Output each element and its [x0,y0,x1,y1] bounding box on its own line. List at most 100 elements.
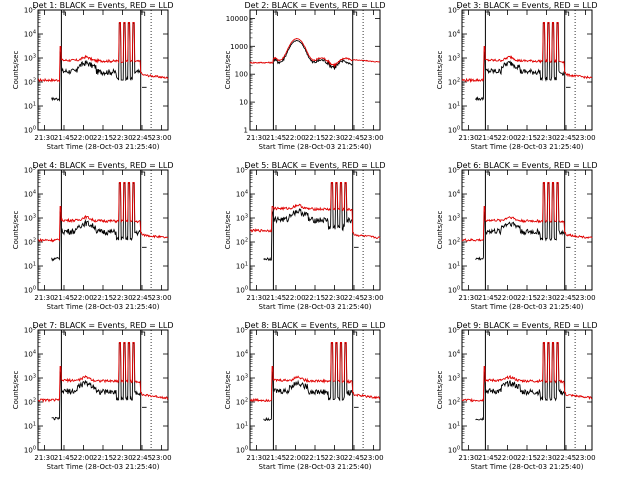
plot-frame [461,9,593,131]
x-tick-label: 21:45 [54,454,74,462]
x-tick-label: 22:00 [73,294,93,302]
series-lld-line [461,342,593,403]
y-tick-label: 101 [236,262,248,271]
y-tick-label: 102 [236,398,248,407]
x-tick-label: 23:00 [575,454,595,462]
panel-title: Det 2: BLACK = Events, RED = LLD [245,1,386,10]
x-tick-label: 21:45 [478,134,498,142]
x-tick-label: 21:45 [266,294,286,302]
panel-title: Det 4: BLACK = Events, RED = LLD [33,161,174,170]
y-tick-label: 102 [24,238,36,247]
series-lld-line [249,182,381,239]
y-tick-label: 105 [448,166,460,175]
x-tick-label: 21:45 [54,294,74,302]
detector-panel-2: Det 2: BLACK = Events, RED = LLD 1 10 100 10… [224,1,385,151]
x-axis-label: Start Time (28-Oct-03 21:25:40) [259,463,372,471]
interval-start-flag [485,331,490,336]
x-tick-label: 22:00 [73,454,93,462]
x-axis-label: Start Time (28-Oct-03 21:25:40) [471,143,584,151]
detector-panel-8: Det 8: BLACK = Events, RED = LLD 100 101 10… [224,321,385,471]
x-tick-label: 22:15 [93,454,113,462]
x-tick-label: 22:45 [344,134,364,142]
interval-start-flag [485,171,490,176]
x-axis-label: Start Time (28-Oct-03 21:25:40) [471,463,584,471]
x-tick-label: 21:45 [478,454,498,462]
x-axis-label: Start Time (28-Oct-03 21:25:40) [47,463,160,471]
x-tick-label: 22:30 [324,134,344,142]
x-tick-label: 21:45 [266,134,286,142]
y-tick-label: 101 [24,422,36,431]
x-tick-label: 21:30 [34,294,54,302]
y-axis-label: Counts/sec [224,51,232,90]
x-tick-label: 22:15 [517,454,537,462]
y-tick-label: 105 [448,326,460,335]
y-tick-label: 105 [236,326,248,335]
interval-start-flag [61,11,66,16]
y-tick-label: 10000 [226,15,248,23]
y-tick-label: 10 [239,99,248,107]
x-tick-label: 22:00 [73,134,93,142]
series-lld-line [37,342,169,403]
detector-panel-7: Det 7: BLACK = Events, RED = LLD 100 101 10… [12,321,173,471]
interval-start-flag [273,331,278,336]
y-tick-label: 100 [236,446,248,455]
panel-title: Det 1: BLACK = Events, RED = LLD [33,1,174,10]
series-lld-line [461,182,593,242]
x-tick-label: 22:30 [324,454,344,462]
x-tick-label: 22:15 [305,134,325,142]
interval-start-flag [273,171,278,176]
x-tick-label: 22:30 [112,134,132,142]
x-tick-label: 22:45 [132,454,152,462]
y-tick-label: 100 [448,286,460,295]
x-tick-label: 22:00 [285,454,305,462]
x-tick-label: 21:30 [246,294,266,302]
y-tick-label: 1 [244,127,248,135]
panel-title: Det 3: BLACK = Events, RED = LLD [457,1,598,10]
panel-title: Det 6: BLACK = Events, RED = LLD [457,161,598,170]
plot-frame [249,169,381,291]
y-tick-label: 103 [24,54,36,63]
series-lld-line [37,182,169,243]
interval-end-flag [140,11,146,16]
y-tick-label: 101 [448,102,460,111]
x-tick-label: 23:00 [363,454,383,462]
x-tick-label: 22:15 [305,454,325,462]
x-tick-label: 22:45 [556,134,576,142]
interval-end-flag [564,171,570,176]
x-tick-label: 23:00 [151,454,171,462]
y-tick-label: 100 [24,286,36,295]
x-tick-label: 22:00 [285,134,305,142]
x-tick-label: 23:00 [363,134,383,142]
y-axis-label: Counts/sec [436,51,444,90]
x-axis-label: Start Time (28-Oct-03 21:25:40) [259,303,372,311]
x-tick-label: 23:00 [151,134,171,142]
panel-title: Det 5: BLACK = Events, RED = LLD [245,161,386,170]
plot-frame [461,329,593,451]
x-tick-label: 21:45 [478,294,498,302]
y-tick-label: 103 [24,214,36,223]
y-tick-label: 100 [448,126,460,135]
y-tick-label: 104 [24,350,36,359]
x-tick-label: 21:30 [458,294,478,302]
y-tick-label: 104 [236,190,248,199]
interval-end-flag [352,331,358,336]
y-tick-label: 105 [24,326,36,335]
detector-panel-6: Det 6: BLACK = Events, RED = LLD 100 101 10… [436,161,597,311]
y-tick-label: 103 [236,374,248,383]
detector-panel-5: Det 5: BLACK = Events, RED = LLD 100 101 10… [224,161,385,311]
series-lld-line [38,22,169,83]
y-tick-label: 102 [24,78,36,87]
y-tick-label: 101 [448,422,460,431]
y-tick-label: 104 [24,190,36,199]
series-lld-line [249,342,381,403]
y-axis-label: Counts/sec [436,371,444,410]
y-tick-label: 104 [236,350,248,359]
y-tick-label: 101 [236,422,248,431]
interval-end-flag [352,171,358,176]
series-events-line [272,39,353,70]
x-tick-label: 22:45 [556,454,576,462]
x-tick-label: 21:30 [246,454,266,462]
y-tick-label: 103 [24,374,36,383]
x-tick-label: 22:15 [517,294,537,302]
x-tick-label: 21:30 [34,454,54,462]
